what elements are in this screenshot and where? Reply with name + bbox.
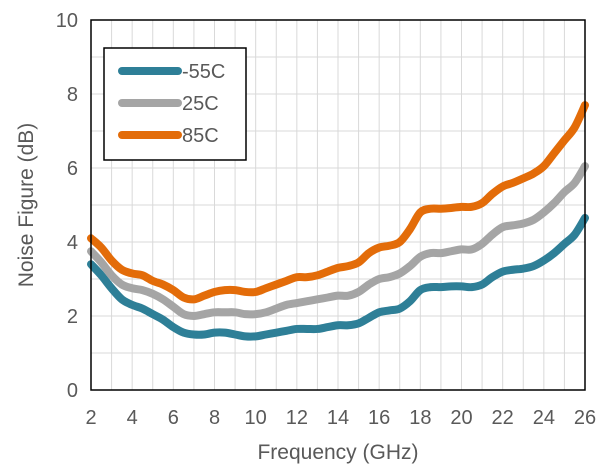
x-tick-label: 18: [409, 407, 431, 429]
y-tick-label: 10: [56, 10, 78, 32]
series-line-25c: [87, 162, 589, 320]
legend-label-25c: 25C: [182, 93, 219, 115]
legend-label-55c: -55C: [182, 61, 225, 83]
y-tick-label: 8: [67, 84, 78, 106]
plot-frame: [90, 19, 586, 391]
x-tick-label: 8: [209, 407, 220, 429]
x-tick-label: 4: [127, 407, 138, 429]
x-tick-label: 20: [450, 407, 472, 429]
x-tick-label: 2: [85, 407, 96, 429]
x-tick-label: 6: [168, 407, 179, 429]
legend: -55C 25C 85C: [103, 47, 247, 161]
x-axis-title: Frequency (GHz): [257, 441, 418, 464]
y-tick-label: 4: [67, 232, 78, 254]
y-tick-label: 0: [67, 380, 78, 402]
x-tick-labels: 2 4 6 8 10 12 14 16 18 20 22 24 26: [85, 407, 596, 429]
x-tick-label: 12: [286, 407, 308, 429]
y-tick-label: 6: [67, 158, 78, 180]
x-tick-label: 24: [533, 407, 555, 429]
y-tick-label: 2: [67, 306, 78, 328]
x-tick-label: 26: [574, 407, 596, 429]
x-tick-label: 14: [327, 407, 349, 429]
x-tick-label: 16: [368, 407, 390, 429]
x-tick-label: 22: [492, 407, 514, 429]
legend-label-85c: 85C: [182, 125, 219, 147]
legend-items: -55C 25C 85C: [118, 61, 225, 147]
series-line-55c: [87, 213, 589, 341]
y-axis-title: Noise Figure (dB): [15, 123, 38, 288]
y-tick-labels: 0 2 4 6 8 10: [56, 10, 78, 402]
x-tick-label: 10: [245, 407, 267, 429]
series-line-85c: [87, 101, 589, 304]
series-lines: [87, 101, 589, 341]
